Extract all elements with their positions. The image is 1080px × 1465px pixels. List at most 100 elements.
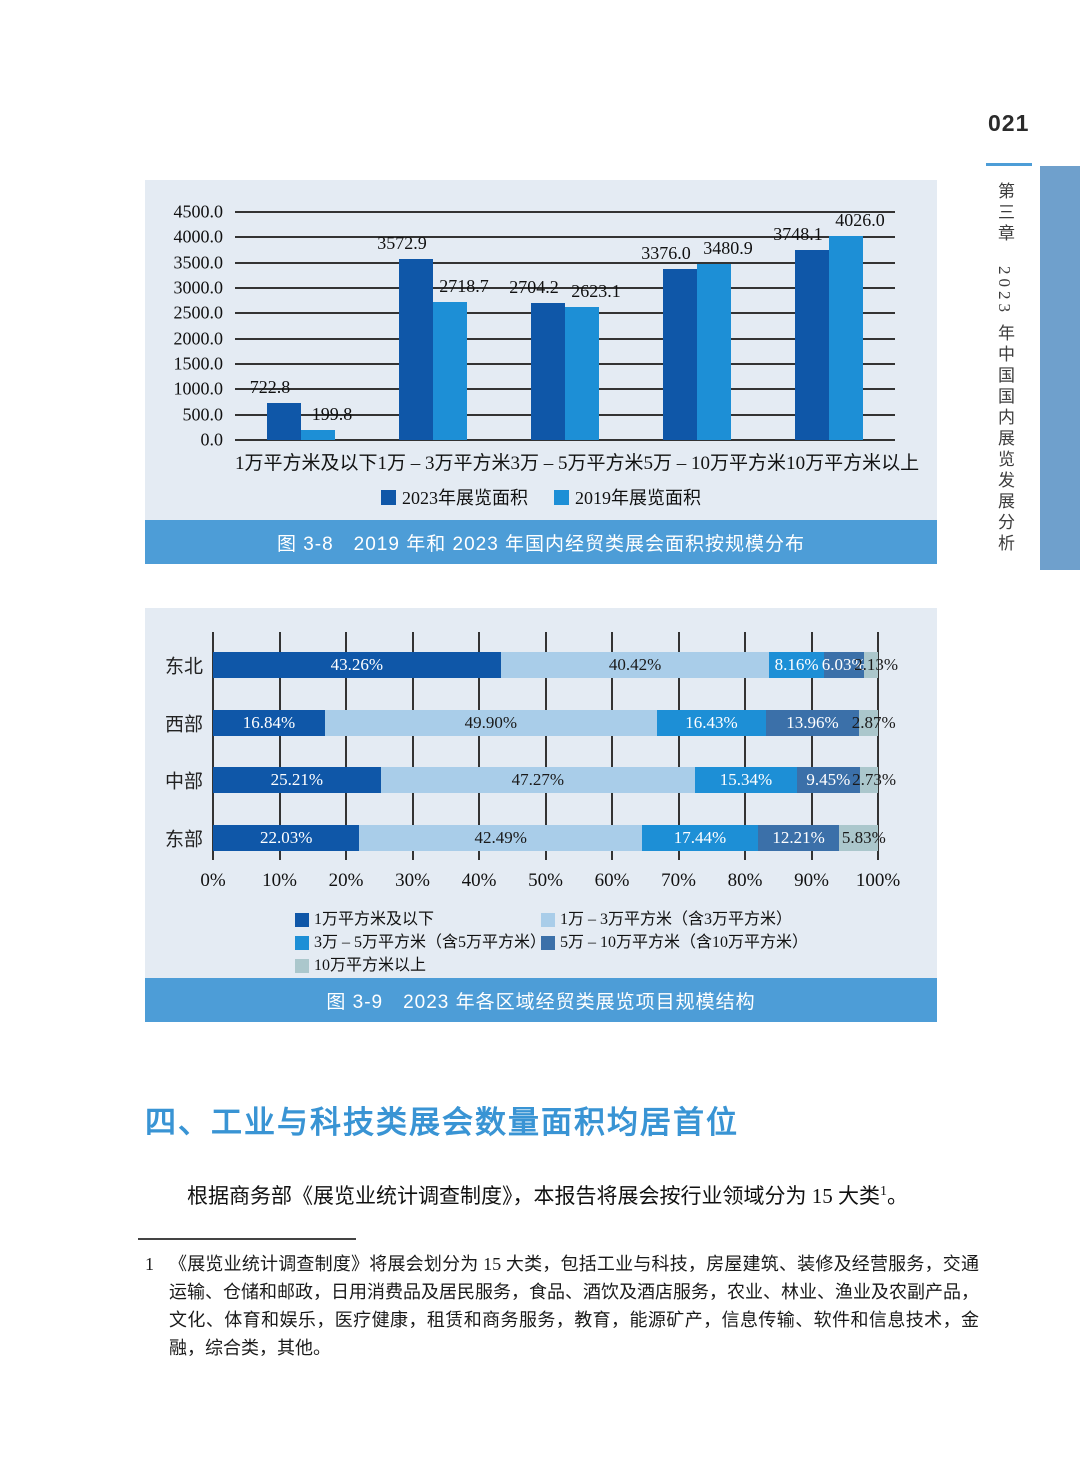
figure-3-8: 4500.0 4000.0 3500.0 3000.0 2500.0 2000.0 1500… <box>145 180 937 564</box>
bar-value-label: 3480.9 <box>703 237 753 258</box>
segment-label: 2.87% <box>851 713 896 732</box>
segment-label: 13.96% <box>786 713 839 732</box>
segment-label: 47.27% <box>511 770 565 789</box>
footnote-marker: 1 <box>145 1254 154 1274</box>
stacked-bar-row: 43.26% 40.42% 8.16% 6.03% 2.13% <box>213 652 898 678</box>
category-label: 3万 – 5万平方米 <box>510 453 644 474</box>
paragraph-tail: 。 <box>887 1184 908 1208</box>
bar-value-label: 199.8 <box>311 403 353 424</box>
bar-2023 <box>267 403 301 440</box>
legend-label: 2023年展览面积 <box>402 488 528 508</box>
segment-label: 2.73% <box>852 770 897 789</box>
figure-3-8-caption: 图 3-8 2019 年和 2023 年国内经贸类展会面积按规模分布 <box>145 520 937 564</box>
bar-segment: 5.83% <box>839 825 886 851</box>
body-paragraph: 根据商务部《展览业统计调查制度》，本报告将展会按行业领域分为 15 大类1。 <box>145 1176 940 1212</box>
legend-item: 5万 – 10万平方米（含10万平方米） <box>541 931 808 954</box>
bar-value-label: 2623.1 <box>571 281 621 302</box>
gridline <box>677 632 680 860</box>
y-tick-label: 0.0 <box>200 429 224 450</box>
x-tick-label: 40% <box>461 870 497 891</box>
legend-label: 2019年展览面积 <box>575 488 701 508</box>
y-tick-label: 1500.0 <box>173 353 224 374</box>
y-tick-label: 500.0 <box>182 404 224 425</box>
bar-value-label: 722.8 <box>249 377 291 398</box>
bar-segment: 2.73% <box>852 767 896 793</box>
legend-item: 10万平方米以上 <box>295 954 541 977</box>
y-tick-label: 4000.0 <box>173 226 224 247</box>
category-label: 1万平方米及以下 <box>235 453 378 474</box>
chapter-sidebar-title: 第三章 2023 年中国国内展览发展分析 <box>995 182 1014 556</box>
legend-label: 10万平方米以上 <box>314 957 427 974</box>
bar-segment: 22.03% <box>213 825 360 851</box>
gridline <box>611 632 613 860</box>
footnote-rule <box>138 1238 356 1240</box>
segment-label: 8.16% <box>774 655 819 674</box>
page-number: 021 <box>988 110 1030 136</box>
gridline <box>235 286 895 289</box>
figure-3-9: 43.26% 40.42% 8.16% 6.03% 2.13% 东北 16.84% 49.90… <box>145 608 937 1022</box>
bar-segment: 6.03% <box>821 652 866 678</box>
footnote: 1 《展览业统计调查制度》将展会划分为 15 大类，包括工业与科技，房屋建筑、装… <box>145 1250 979 1362</box>
legend-swatch <box>295 935 309 950</box>
y-tick-label: 4500.0 <box>173 201 224 222</box>
gridline <box>544 632 547 860</box>
gridline <box>235 236 895 239</box>
segment-label: 12.21% <box>772 828 825 847</box>
bar-value-label: 2704.2 <box>509 277 559 297</box>
figure-3-9-plot: 43.26% 40.42% 8.16% 6.03% 2.13% 东北 16.84% 49.90… <box>165 632 898 860</box>
segment-label: 15.34% <box>719 770 773 789</box>
bar-2019 <box>565 307 599 440</box>
y-tick-label: 2500.0 <box>173 302 224 323</box>
legend-item: 2023年展览面积 <box>381 484 528 510</box>
bar-segment: 8.16% <box>769 652 824 678</box>
bar-segment: 15.34% <box>694 767 797 793</box>
legend-swatch <box>295 958 309 973</box>
segment-label: 42.49% <box>474 828 527 847</box>
bar-segment: 13.96% <box>766 710 859 736</box>
footnote-text: 《展览业统计调查制度》将展会划分为 15 大类，包括工业与科技，房屋建筑、装修及… <box>169 1254 979 1358</box>
y-tick-label: 2000.0 <box>173 328 224 349</box>
y-tick-label: 3500.0 <box>173 252 224 273</box>
segment-label: 16.43% <box>685 713 738 732</box>
bar-segment: 43.26% <box>213 652 501 678</box>
legend-label: 3万 – 5万平方米（含5万平方米） <box>314 934 547 951</box>
segment-label: 16.84% <box>242 713 296 732</box>
gridline <box>411 632 414 860</box>
segment-label: 6.03% <box>821 655 866 674</box>
bar-segment: 9.45% <box>796 767 860 793</box>
bar-2023 <box>795 250 829 440</box>
x-tick-label: 30% <box>395 870 430 891</box>
legend-swatch <box>541 935 555 950</box>
bar-2019 <box>829 236 863 440</box>
bar-segment: 17.44% <box>642 825 758 851</box>
figure-3-8-chart: 4500.0 4000.0 3500.0 3000.0 2500.0 2000.0 1500… <box>145 180 937 520</box>
paragraph-text: 根据商务部《展览业统计调查制度》，本报告将展会按行业领域分为 15 大类 <box>187 1184 880 1208</box>
legend-swatch <box>295 912 309 927</box>
x-tick-label: 0% <box>200 870 226 891</box>
legend-item: 3万 – 5万平方米（含5万平方米） <box>295 931 546 954</box>
gridline <box>212 632 214 860</box>
gridline <box>478 632 480 860</box>
legend-label: 1万 – 3万平方米（含3万平方米） <box>560 911 793 928</box>
section-heading: 四、工业与科技类展会数量面积均居首位 <box>145 1105 739 1140</box>
figure-3-8-plot: 4500.0 4000.0 3500.0 3000.0 2500.0 2000.0 1500… <box>174 202 895 450</box>
gridline <box>345 632 347 860</box>
category-label: 1万 – 3万平方米 <box>377 453 511 474</box>
bar-value-label: 3748.1 <box>773 224 823 245</box>
stacked-bar-row: 22.03% 42.49% 17.44% 12.21% 5.83% <box>213 825 886 851</box>
figure-3-9-caption: 图 3-9 2023 年各区域经贸类展览项目规模结构 <box>145 978 937 1022</box>
gridline <box>744 632 746 860</box>
bar-2019 <box>697 263 731 440</box>
y-tick-label: 1000.0 <box>173 378 224 399</box>
segment-label: 49.90% <box>464 713 518 732</box>
bar-segment: 47.27% <box>380 767 695 793</box>
legend-label: 5万 – 10万平方米（含10万平方米） <box>560 934 809 951</box>
legend-swatch <box>554 489 569 505</box>
category-label: 10万平方米以上 <box>786 453 920 474</box>
bar-2019 <box>301 429 335 440</box>
bar-value-label: 3376.0 <box>641 242 691 263</box>
page-number-rule <box>986 163 1032 166</box>
figure-3-8-category-axis: 1万平方米及以下 1万 – 3万平方米 3万 – 5万平方米 5万 – 10万平方米 1… <box>235 448 919 475</box>
row-label: 中部 <box>164 771 203 793</box>
gridline <box>877 632 879 860</box>
